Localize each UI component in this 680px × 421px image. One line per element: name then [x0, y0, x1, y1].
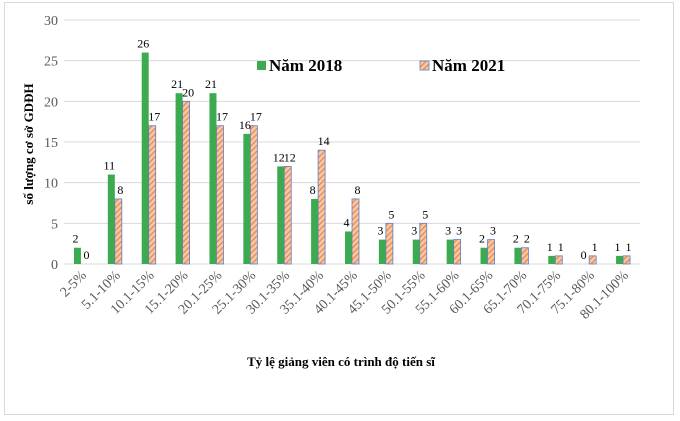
data-label-2021: 14	[318, 134, 330, 148]
bar-2018	[548, 255, 556, 264]
bar-2021	[216, 125, 224, 265]
y-tick-label: 10	[44, 177, 58, 192]
data-label-2018: 21	[171, 77, 183, 91]
bar-2018	[480, 247, 488, 264]
data-label-2021: 1	[592, 240, 598, 254]
bar-2021	[453, 239, 462, 265]
bar-2018	[311, 198, 319, 264]
data-label-2021: 8	[355, 183, 361, 197]
data-label-2018: 1	[615, 240, 621, 254]
data-label-2018: 4	[344, 215, 350, 229]
data-label-2018: 16	[239, 118, 251, 132]
bar-2018	[73, 247, 81, 264]
data-label-2021: 5	[422, 207, 428, 221]
legend-swatch-2021	[419, 60, 430, 71]
bars	[73, 52, 631, 265]
legend: Năm 2018 Năm 2021	[257, 56, 505, 75]
data-label-2018: 3	[445, 224, 451, 238]
bar-2021	[487, 239, 495, 265]
data-label-2018: 3	[411, 224, 417, 238]
bar-2018	[209, 93, 217, 264]
bar-2018	[514, 247, 522, 264]
data-label-2018: 2	[72, 232, 78, 246]
data-label-2018: 2	[513, 232, 519, 246]
data-label-2021: 1	[626, 240, 632, 254]
bar-2021	[554, 255, 563, 265]
bar-2021	[148, 125, 157, 265]
data-label-2021: 2	[524, 232, 530, 246]
y-tick-label: 20	[44, 95, 58, 110]
bar-2018	[378, 239, 386, 264]
bar-2021	[114, 198, 123, 265]
bar-2018	[107, 174, 115, 264]
data-label-2021: 0	[83, 248, 89, 262]
data-label-2021: 17	[148, 110, 160, 124]
data-label-2021: 12	[284, 150, 296, 164]
data-label-2021: 8	[117, 183, 123, 197]
gridlines	[64, 19, 640, 265]
data-label-2021: 3	[490, 224, 496, 238]
bar-2018	[277, 166, 285, 264]
y-tick-label: 0	[51, 258, 58, 273]
x-axis-ticks: 2-5%5.1-10%10.1-15%15.1-20%20.1-25%25.1-…	[58, 268, 632, 323]
bar-2018	[175, 93, 183, 264]
data-label-2021: 20	[182, 85, 194, 99]
data-label-2018: 8	[310, 183, 316, 197]
y-tick-label: 5	[51, 217, 58, 232]
data-label-2021: 1	[558, 240, 564, 254]
y-tick-label: 25	[44, 55, 58, 70]
bar-2021	[385, 222, 394, 265]
bar-2018	[141, 52, 149, 265]
data-label-2021: 17	[250, 110, 262, 124]
bar-2018	[345, 231, 352, 264]
y-tick-label: 30	[44, 14, 58, 29]
data-label-2018: 2	[479, 232, 485, 246]
x-axis-label: Tỷ lệ giảng viên có trình độ tiến sĩ	[247, 354, 435, 369]
bar-2021	[622, 255, 631, 265]
data-label-2018: 21	[205, 77, 217, 91]
bar-2018	[616, 255, 624, 264]
data-label-2018: 26	[137, 37, 149, 51]
bar-2021	[317, 149, 326, 265]
bar-2018	[412, 239, 420, 264]
y-axis-label: số lượng cơ sở GDĐH	[21, 83, 36, 204]
bar-2021	[283, 165, 292, 265]
bar-2018	[446, 239, 454, 264]
bar-2021	[419, 222, 428, 265]
data-label-2018: 11	[104, 159, 116, 173]
data-label-2018: 1	[547, 240, 553, 254]
bar-2021	[588, 255, 597, 265]
data-label-2021: 17	[216, 110, 228, 124]
data-label-2021: 3	[456, 224, 462, 238]
y-tick-label: 15	[44, 136, 58, 151]
bar-2018	[243, 133, 251, 264]
data-label-2018: 12	[273, 150, 285, 164]
legend-label-2021: Năm 2021	[432, 56, 505, 75]
data-label-2021: 5	[388, 207, 394, 221]
bar-2021	[182, 100, 190, 265]
data-label-2018: 3	[377, 224, 383, 238]
legend-label-2018: Năm 2018	[269, 56, 342, 75]
y-axis-ticks: 0 5 10 15 20 25 30	[44, 14, 58, 273]
bar-2021	[249, 125, 258, 265]
bar-2021	[521, 247, 529, 265]
bar-2021	[351, 198, 360, 265]
legend-swatch-2018	[257, 61, 266, 70]
data-label-2018: 0	[581, 248, 587, 262]
